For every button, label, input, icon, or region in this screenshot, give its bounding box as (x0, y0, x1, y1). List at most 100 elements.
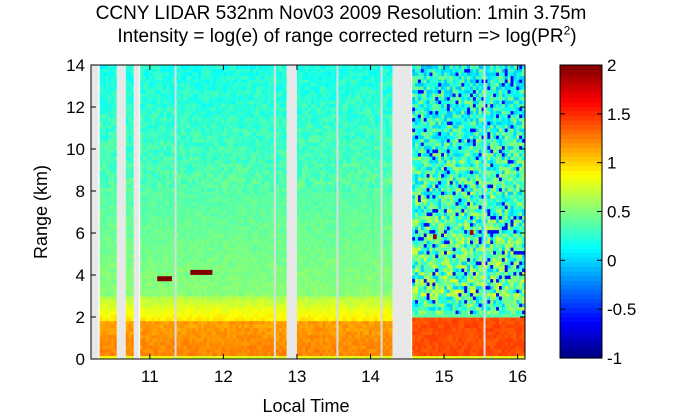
heatmap-cell (241, 292, 245, 297)
heatmap-cell (276, 124, 280, 129)
heatmap-cell (108, 159, 112, 164)
heatmap-cell (215, 331, 219, 336)
heatmap-cell (215, 100, 219, 105)
heatmap-cell (229, 187, 234, 192)
heatmap-cell (244, 145, 248, 150)
heatmap-cell (244, 233, 248, 238)
heatmap-cell (157, 72, 162, 77)
heatmap-cell (160, 152, 164, 157)
heatmap-cell (238, 177, 243, 182)
heatmap-cell (270, 82, 274, 87)
heatmap-cell (253, 152, 257, 157)
heatmap-cell (253, 75, 257, 80)
heatmap-cell (247, 86, 251, 91)
heatmap-cell (102, 327, 107, 332)
heatmap-cell (108, 170, 112, 175)
heatmap-cell (151, 264, 156, 269)
heatmap-cell (125, 299, 130, 304)
heatmap-cell (244, 156, 248, 161)
heatmap-cell (247, 296, 251, 301)
heatmap-cell (174, 124, 179, 129)
heatmap-cell (180, 100, 185, 105)
heatmap-cell (154, 317, 159, 322)
heatmap-cell (189, 142, 193, 147)
heatmap-cell (244, 254, 248, 259)
heatmap-cell (232, 222, 237, 227)
heatmap-cell (281, 250, 286, 255)
heatmap-cell (221, 149, 225, 154)
heatmap-cell (250, 299, 254, 304)
heatmap-cell (125, 93, 130, 98)
heatmap-cell (218, 327, 222, 332)
heatmap-cell (148, 142, 153, 147)
heatmap-cell (99, 198, 104, 203)
heatmap-cell (212, 205, 217, 210)
heatmap-cell (238, 72, 243, 77)
heatmap-cell (154, 82, 159, 87)
heatmap-cell (148, 261, 153, 266)
heatmap-cell (241, 201, 245, 206)
heatmap-cell (186, 257, 190, 262)
heatmap-cell (226, 194, 231, 199)
heatmap-cell (174, 236, 179, 241)
heatmap-cell (143, 306, 147, 311)
heatmap-cell (172, 247, 176, 252)
heatmap-cell (215, 212, 219, 217)
heatmap-cell (212, 275, 217, 280)
heatmap-cell (169, 285, 173, 290)
heatmap-cell (195, 212, 199, 217)
heatmap-cell (212, 212, 217, 217)
heatmap-cell (108, 278, 112, 283)
heatmap-cell (169, 268, 173, 273)
heatmap-cell (177, 348, 182, 353)
heatmap-cell (105, 268, 109, 273)
heatmap-cell (192, 142, 196, 147)
heatmap-cell (261, 268, 266, 273)
heatmap-cell (238, 282, 243, 287)
heatmap-cell (143, 103, 147, 108)
heatmap-cell (140, 219, 144, 224)
heatmap-cell (267, 135, 271, 140)
heatmap-cell (200, 86, 205, 91)
heatmap-cell (258, 254, 263, 259)
heatmap-cell (166, 96, 170, 101)
heatmap-cell (255, 170, 260, 175)
heatmap-cell (172, 331, 176, 336)
heatmap-cell (281, 149, 286, 154)
heatmap-cell (195, 180, 199, 185)
heatmap-cell (241, 313, 245, 318)
heatmap-cell (212, 247, 217, 252)
heatmap-cell (169, 310, 173, 315)
heatmap-cell (232, 163, 237, 168)
heatmap-cell (279, 257, 283, 262)
heatmap-cell (154, 145, 159, 150)
heatmap-cell (125, 310, 130, 315)
heatmap-cell (253, 138, 257, 143)
heatmap-cell (264, 212, 269, 217)
heatmap-cell (140, 285, 144, 290)
heatmap-cell (140, 180, 144, 185)
heatmap-cell (215, 257, 219, 262)
heatmap-cell (192, 317, 196, 322)
heatmap-cell (267, 341, 271, 346)
heatmap-cell (206, 327, 211, 332)
heatmap-cell (212, 240, 217, 245)
heatmap-cell (276, 149, 280, 154)
heatmap-cell (169, 243, 173, 248)
heatmap-cell (250, 198, 254, 203)
heatmap-cell (186, 194, 190, 199)
heatmap-cell (241, 166, 245, 171)
heatmap-cell (154, 96, 159, 101)
heatmap-cell (125, 348, 130, 353)
heatmap-cell (276, 254, 280, 259)
heatmap-cell (235, 303, 240, 308)
heatmap-cell (195, 177, 199, 182)
heatmap-cell (267, 257, 271, 262)
heatmap-cell (203, 243, 208, 248)
heatmap-cell (125, 201, 130, 206)
heatmap-cell (128, 152, 133, 157)
heatmap-cell (238, 261, 243, 266)
heatmap-cell (111, 268, 115, 273)
heatmap-cell (209, 159, 214, 164)
heatmap-cell (174, 79, 179, 84)
